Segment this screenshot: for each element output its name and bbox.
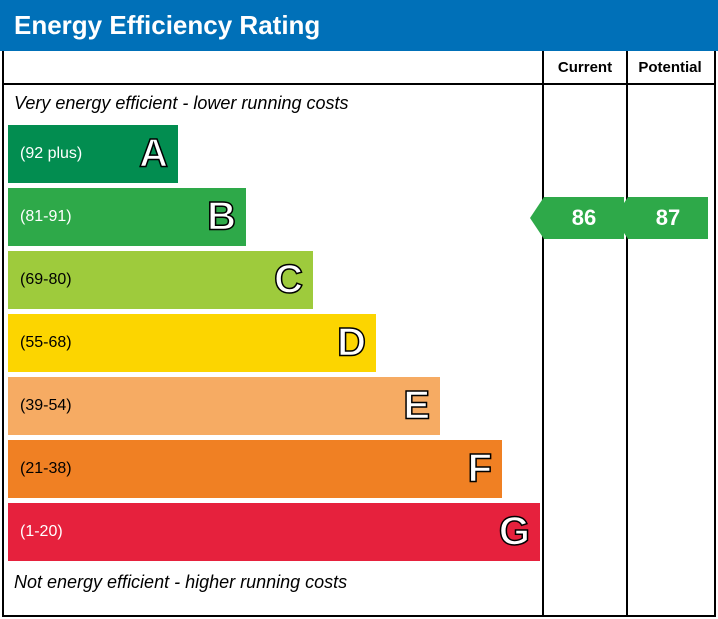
epc-chart: Energy Efficiency Rating Current Potenti… [0, 0, 718, 617]
band-range: (39-54) [8, 397, 72, 415]
band-letter: D [337, 321, 366, 366]
band-range: (21-38) [8, 460, 72, 478]
band-letter: E [403, 384, 430, 429]
current-column: 86 [544, 85, 628, 615]
band-range: (1-20) [8, 523, 63, 541]
caption-bottom: Not energy efficient - higher running co… [4, 566, 542, 595]
header-row: Current Potential [4, 51, 714, 85]
band-range: (55-68) [8, 334, 72, 352]
current-arrow: 86 [530, 197, 624, 239]
band-letter: A [139, 132, 168, 177]
band-f: (21-38) F [8, 440, 502, 498]
band-letter: B [207, 195, 236, 240]
band-range: (69-80) [8, 271, 72, 289]
body-row: Very energy efficient - lower running co… [4, 85, 714, 615]
band-d: (55-68) D [8, 314, 376, 372]
chart-body: Current Potential Very energy efficient … [2, 51, 716, 617]
band-letter: F [468, 447, 492, 492]
chart-title: Energy Efficiency Rating [0, 0, 718, 51]
band-c: (69-80) C [8, 251, 313, 309]
band-b: (81-91) B [8, 188, 246, 246]
header-spacer [4, 51, 544, 83]
header-potential: Potential [628, 51, 712, 83]
bands-column: Very energy efficient - lower running co… [4, 85, 544, 615]
potential-column: 87 [628, 85, 712, 615]
current-value: 86 [544, 197, 624, 239]
band-range: (81-91) [8, 208, 72, 226]
caption-top: Very energy efficient - lower running co… [4, 91, 542, 120]
potential-value: 87 [628, 197, 708, 239]
band-letter: G [499, 510, 530, 555]
header-current: Current [544, 51, 628, 83]
band-a: (92 plus) A [8, 125, 178, 183]
band-letter: C [274, 258, 303, 303]
band-range: (92 plus) [8, 145, 82, 163]
potential-arrow: 87 [614, 197, 708, 239]
band-g: (1-20) G [8, 503, 540, 561]
band-e: (39-54) E [8, 377, 440, 435]
